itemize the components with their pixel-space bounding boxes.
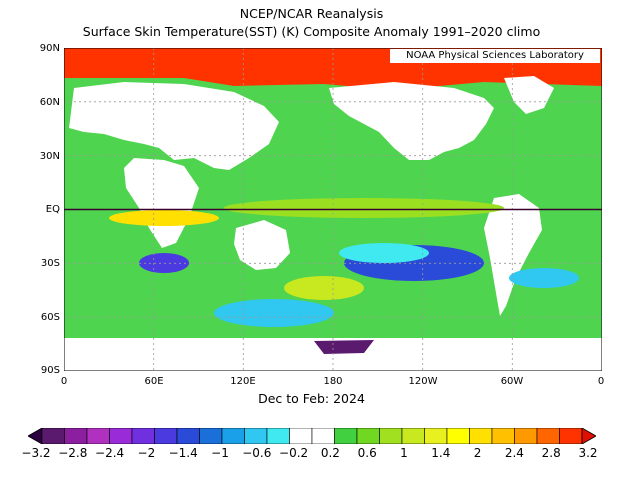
- lat-label-90n: 90N: [39, 43, 60, 54]
- colorbar-swatch: [536, 428, 560, 444]
- eurasia-landmass: [69, 82, 279, 170]
- colorbar-swatch: [41, 428, 65, 444]
- colorbar-swatch: [491, 428, 515, 444]
- greenland-landmass: [504, 76, 554, 114]
- colorbar-swatch: [109, 428, 133, 444]
- lat-label-60n: 60N: [39, 97, 60, 108]
- colorbar-tick-label: −2.8: [58, 446, 88, 460]
- colorbar-low-arrow: [28, 428, 43, 444]
- south-pacific-cool-edge: [339, 243, 429, 263]
- colorbar-swatch: [244, 428, 268, 444]
- credit-label: NOAA Physical Sciences Laboratory: [390, 49, 600, 63]
- south-america-landmass: [484, 194, 542, 316]
- chart-subtitle: Surface Skin Temperature(SST) (K) Compos…: [82, 24, 541, 39]
- colorbar-tick-label: −2: [137, 446, 156, 460]
- colorbar-swatch: [514, 428, 538, 444]
- lon-label-0: 0: [60, 376, 68, 387]
- colorbar-swatch: [559, 428, 583, 444]
- colorbar-swatch: [469, 428, 493, 444]
- colorbar-swatch: [334, 428, 358, 444]
- south-atlantic-cool: [509, 268, 579, 288]
- tasman-warm: [284, 276, 364, 300]
- lon-label-120e: 120E: [230, 376, 256, 387]
- colorbar-swatch: [289, 428, 313, 444]
- colorbar-tick-label: 1.4: [431, 446, 451, 460]
- period-label: Dec to Feb: 2024: [258, 391, 365, 406]
- colorbar-swatch: [266, 428, 290, 444]
- map-svg: [64, 48, 602, 371]
- colorbar-swatch: [401, 428, 425, 444]
- colorbar-swatch: [131, 428, 155, 444]
- southern-ocean-cool: [214, 299, 334, 327]
- colorbar-swatch: [154, 428, 178, 444]
- colorbar-swatch: [176, 428, 200, 444]
- australia-landmass: [234, 220, 290, 270]
- colorbar-tick-label: −3.2: [21, 446, 51, 460]
- colorbar-tick-label: −0.2: [279, 446, 309, 460]
- colorbar-tick-label: 2.4: [504, 446, 524, 460]
- chart-title: NCEP/NCAR Reanalysis: [239, 6, 384, 21]
- lat-label-eq: EQ: [45, 204, 60, 215]
- colorbar-tick-label: −2.4: [95, 446, 125, 460]
- colorbar-tick-label: 2: [473, 446, 482, 460]
- lon-label-0-east: 0: [597, 376, 605, 387]
- colorbar-swatch: [64, 428, 88, 444]
- colorbar-tick-label: −0.6: [242, 446, 272, 460]
- lon-label-180: 180: [323, 376, 343, 387]
- colorbar-tick-label: 2.8: [541, 446, 561, 460]
- colorbar-swatch: [221, 428, 245, 444]
- colorbar-tick-label: −1.4: [168, 446, 198, 460]
- lat-label-60s: 60S: [40, 312, 60, 323]
- colorbar-high-arrow: [581, 428, 596, 444]
- colorbar-swatch: [356, 428, 380, 444]
- colorbar-swatch: [199, 428, 223, 444]
- colorbar-tick-label: −1: [211, 446, 229, 460]
- anomaly-map: [64, 48, 602, 371]
- indian-ocean-warm: [109, 210, 219, 226]
- lon-label-60w: 60W: [500, 376, 524, 387]
- colorbar-tick-label: 1: [400, 446, 408, 460]
- colorbar-swatch: [86, 428, 110, 444]
- equatorial-pacific-warm: [224, 198, 504, 218]
- colorbar-tick-label: 3.2: [578, 446, 598, 460]
- lat-label-30s: 30S: [40, 258, 60, 269]
- lat-label-90s: 90S: [40, 365, 60, 376]
- ross-sea-cool: [314, 340, 374, 354]
- colorbar-tick-label: 0.2: [320, 446, 340, 460]
- colorbar-swatch: [311, 428, 335, 444]
- colorbar-tick-label: 0.6: [357, 446, 377, 460]
- colorbar-swatch: [446, 428, 470, 444]
- lat-label-30n: 30N: [39, 151, 60, 162]
- colorbar: [28, 428, 596, 444]
- lon-label-120w: 120W: [408, 376, 438, 387]
- colorbar-swatch: [379, 428, 403, 444]
- lon-label-60e: 60E: [144, 376, 164, 387]
- colorbar-swatch: [424, 428, 448, 444]
